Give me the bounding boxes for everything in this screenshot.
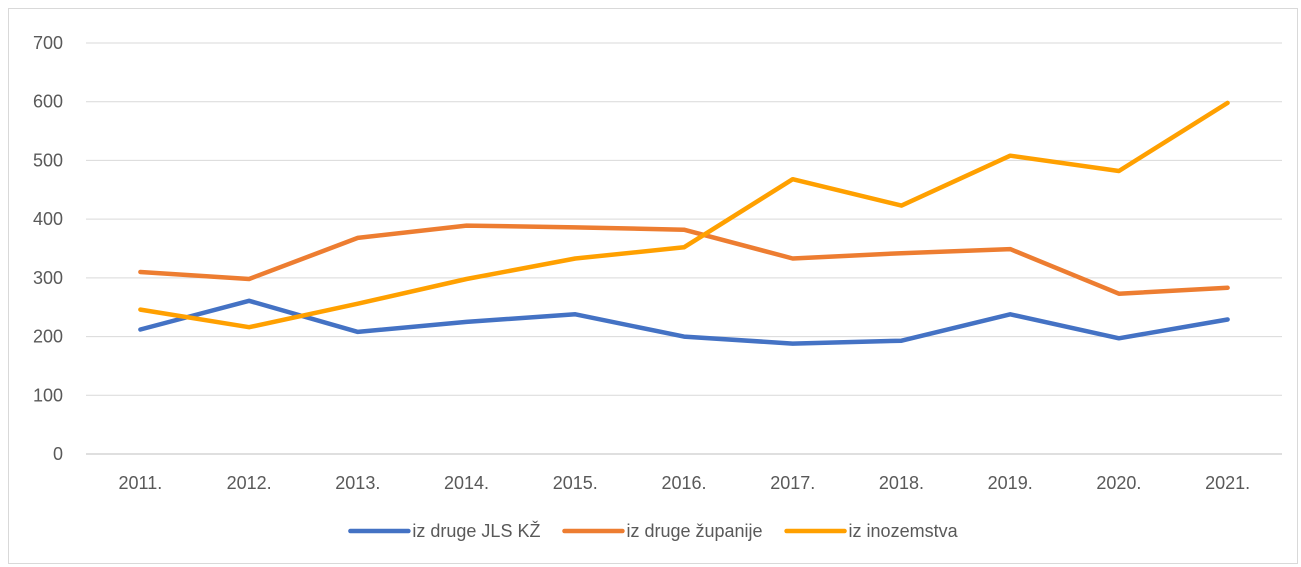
y-tick-label: 700	[33, 33, 63, 53]
x-axis-tick-labels: 2011. 2012. 2013. 2014. 2015. 2016. 2017. 2018.…	[119, 473, 1251, 493]
y-tick-label: 500	[33, 150, 63, 170]
legend-item-2: iz druge županije	[562, 521, 763, 541]
x-tick-label: 2015.	[553, 473, 598, 493]
y-axis-tick-labels: 0 100 200 300 400 500 600 700	[33, 33, 63, 464]
legend-item-3: iz inozemstva	[784, 521, 959, 541]
series-line-2	[138, 223, 1230, 296]
series-lines	[138, 100, 1230, 346]
y-tick-label: 300	[33, 268, 63, 288]
x-tick-label: 2012.	[227, 473, 272, 493]
y-tick-label: 600	[33, 92, 63, 112]
x-tick-label: 2016.	[661, 473, 706, 493]
y-tick-label: 200	[33, 327, 63, 347]
x-tick-label: 2018.	[879, 473, 924, 493]
y-tick-label: 100	[33, 385, 63, 405]
legend-label: iz inozemstva	[849, 521, 959, 541]
x-tick-label: 2021.	[1205, 473, 1250, 493]
chart-frame: 0 100 200 300 400 500 600 700 2011. 2012. 2013. 20…	[8, 8, 1298, 564]
series-line-1	[138, 298, 1230, 346]
x-tick-label: 2013.	[335, 473, 380, 493]
legend-item-1: iz druge JLS KŽ	[348, 521, 540, 541]
legend-label: iz druge JLS KŽ	[412, 521, 540, 541]
y-tick-label: 0	[53, 444, 63, 464]
x-tick-label: 2020.	[1096, 473, 1141, 493]
x-tick-label: 2019.	[988, 473, 1033, 493]
legend-label: iz druge županije	[626, 521, 762, 541]
y-tick-label: 400	[33, 209, 63, 229]
x-tick-label: 2011.	[119, 473, 163, 493]
x-tick-label: 2014.	[444, 473, 489, 493]
x-tick-label: 2017.	[770, 473, 815, 493]
series-line-3	[138, 100, 1230, 330]
legend: iz druge JLS KŽ iz druge županije iz inoze…	[348, 521, 959, 541]
